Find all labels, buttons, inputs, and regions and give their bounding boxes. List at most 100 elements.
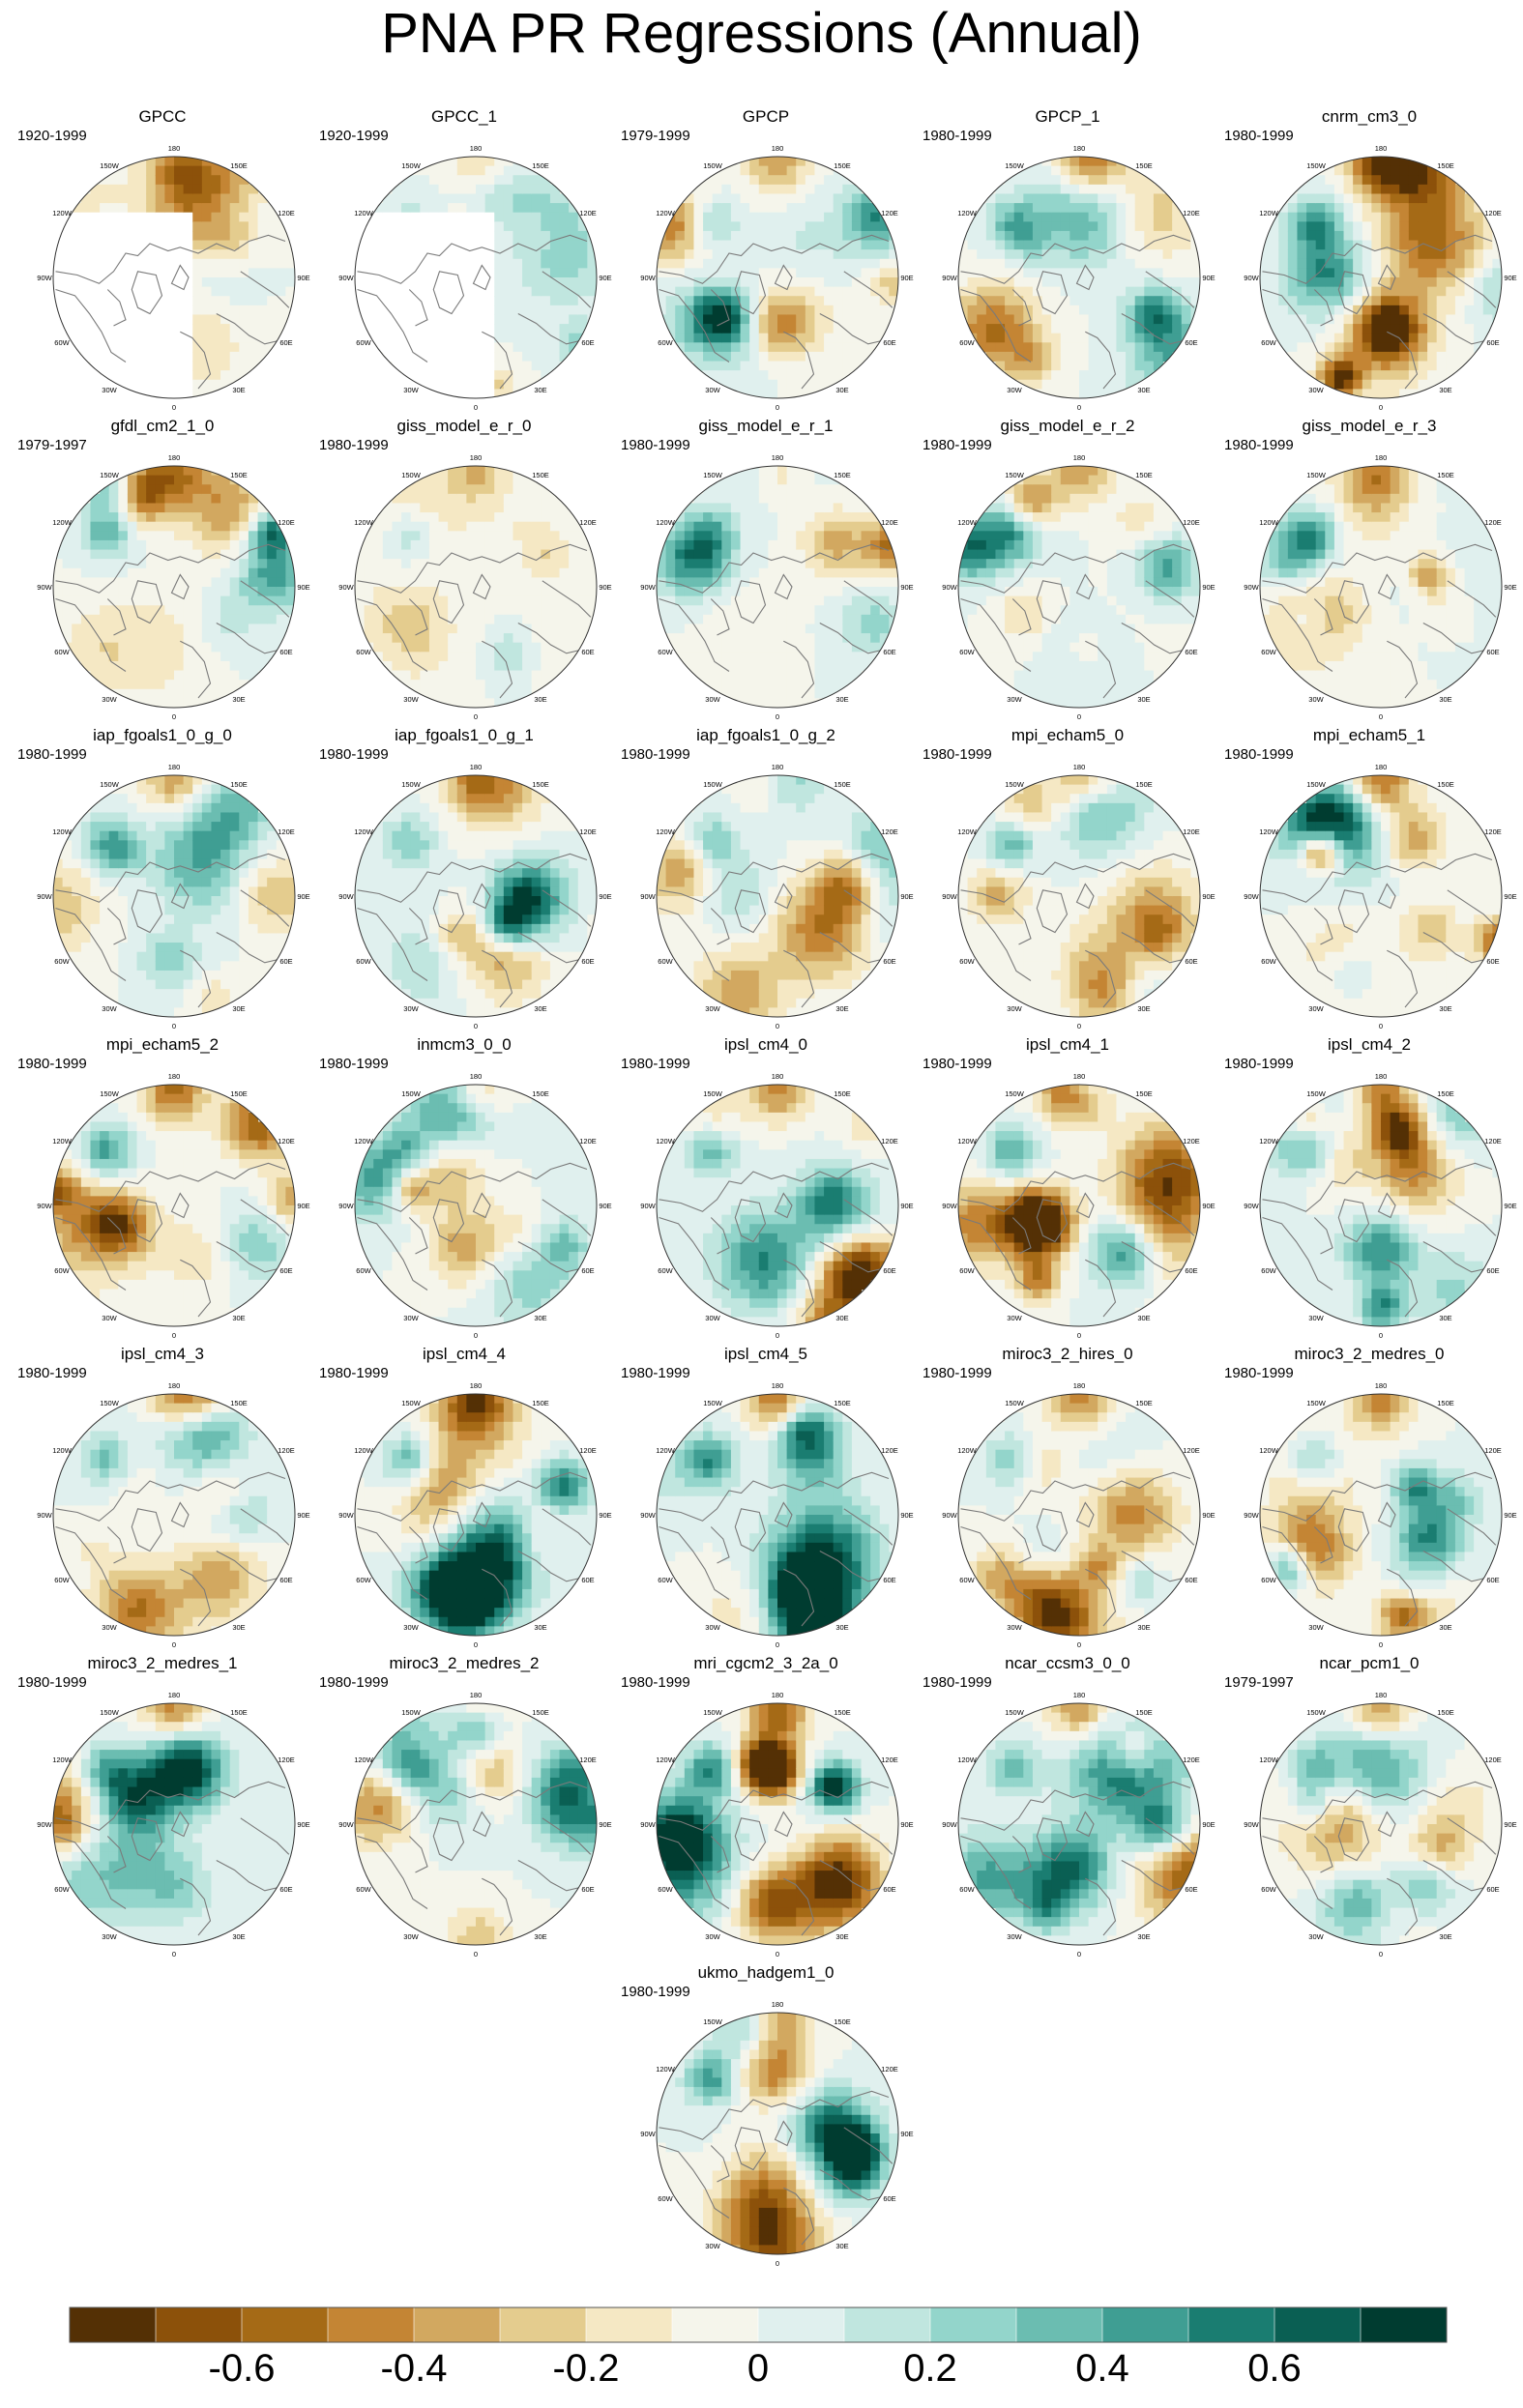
longitude-label: 90E: [900, 1511, 913, 1520]
longitude-label: 30W: [705, 1004, 720, 1013]
longitude-label: 90W: [1244, 1202, 1259, 1210]
longitude-label: 120W: [52, 1446, 73, 1455]
longitude-label: 30E: [534, 1623, 546, 1632]
longitude-label: 0: [1379, 1022, 1383, 1030]
panel-title: mpi_echam5_0: [1010, 726, 1125, 744]
longitude-label: 150W: [401, 161, 422, 170]
longitude-label: 60E: [1185, 1576, 1197, 1584]
longitude-label: 150E: [532, 1708, 549, 1717]
longitude-label: 0: [1077, 1022, 1081, 1030]
longitude-label: 30E: [232, 1932, 245, 1941]
longitude-label: 30W: [102, 386, 117, 394]
longitude-label: 120E: [1183, 1755, 1200, 1764]
longitude-label: 120W: [1259, 209, 1279, 218]
longitude-label: 120E: [1183, 209, 1200, 218]
longitude-label: 120W: [52, 209, 73, 218]
panel-years: 1980-1999: [319, 746, 389, 763]
colorbar-swatch: [241, 2306, 329, 2343]
panel-years: 1980-1999: [319, 1674, 389, 1691]
longitude-label: 30E: [232, 386, 245, 394]
longitude-label: 0: [1379, 403, 1383, 412]
map-panel-mpi_echam5_0: 180 150E 120E 90E 60E 30E 0 30W 60W 90W 120W 150W mp…: [923, 725, 1215, 1034]
longitude-label: 90W: [37, 1511, 52, 1520]
polar-map: 180 150E 120E 90E 60E 30E 0 30W 60W 90W 120W 150W: [640, 2000, 913, 2268]
longitude-label: 90W: [338, 274, 354, 282]
longitude-label: 60W: [356, 648, 371, 656]
longitude-label: 60E: [1486, 1885, 1499, 1894]
map-panel-miroc3_2_medres_1: 180 150E 120E 90E 60E 30E 0 30W 60W 90W 120W 150W mi…: [17, 1653, 310, 1962]
polar-map: 180 150E 120E 90E 60E 30E 0 30W 60W 90W 120W 150W: [640, 1691, 913, 1958]
longitude-label: 60E: [1486, 1576, 1499, 1584]
longitude-label: 180: [1375, 144, 1388, 153]
longitude-label: 180: [1073, 144, 1086, 153]
colorbar: [69, 2306, 1448, 2343]
longitude-label: 90E: [599, 1511, 611, 1520]
figure-title: PNA PR Regressions (Annual): [381, 2, 1142, 65]
panel-title: iap_fgoals1_0_g_2: [696, 726, 835, 744]
longitude-label: 120W: [656, 827, 676, 836]
longitude-label: 30E: [1439, 1932, 1451, 1941]
longitude-label: 30W: [403, 695, 419, 704]
longitude-label: 60W: [658, 648, 673, 656]
longitude-label: 150W: [1005, 1399, 1025, 1407]
longitude-label: 0: [474, 712, 478, 721]
longitude-label: 90W: [942, 1820, 957, 1829]
map-panel-GPCC: 180 150E 120E 90E 60E 30E 0 30W 60W 90W 120W 150W GP…: [17, 106, 310, 416]
longitude-label: 90E: [297, 1202, 309, 1210]
longitude-label: 90W: [1244, 1820, 1259, 1829]
longitude-label: 60W: [959, 1885, 975, 1894]
colorbar-tick-label: -0.2: [552, 2347, 620, 2390]
longitude-label: 150E: [1437, 1399, 1454, 1407]
longitude-label: 0: [172, 712, 176, 721]
map-panel-GPCP: 180 150E 120E 90E 60E 30E 0 30W 60W 90W 120W 150W GP…: [621, 106, 914, 416]
longitude-label: 120E: [881, 1137, 898, 1146]
longitude-label: 180: [1073, 453, 1086, 462]
map-panel-inmcm3_0_0: 180 150E 120E 90E 60E 30E 0 30W 60W 90W 120W 150W in…: [319, 1034, 612, 1344]
longitude-label: 90E: [599, 892, 611, 901]
longitude-label: 120E: [881, 2065, 898, 2074]
longitude-label: 30W: [1007, 1004, 1022, 1013]
longitude-label: 180: [168, 763, 181, 771]
longitude-label: 30E: [1439, 1314, 1451, 1322]
longitude-label: 60W: [54, 1266, 70, 1275]
longitude-label: 150W: [1005, 1089, 1025, 1098]
longitude-label: 0: [474, 1022, 478, 1030]
longitude-label: 150E: [1135, 1399, 1153, 1407]
longitude-label: 30W: [1308, 1932, 1324, 1941]
longitude-label: 0: [474, 403, 478, 412]
longitude-label: 60W: [959, 957, 975, 966]
longitude-label: 30E: [232, 1004, 245, 1013]
longitude-label: 90E: [900, 274, 913, 282]
panel-title: ipsl_cm4_4: [423, 1345, 506, 1363]
polar-map: 180 150E 120E 90E 60E 30E 0 30W 60W 90W 120W 150W: [1244, 1691, 1516, 1958]
longitude-label: 120W: [656, 518, 676, 527]
longitude-label: 90E: [599, 1820, 611, 1829]
panel-title: ncar_pcm1_0: [1319, 1654, 1420, 1672]
longitude-label: 90W: [1244, 892, 1259, 901]
longitude-label: 120E: [278, 1755, 295, 1764]
polar-map: 180 150E 120E 90E 60E 30E 0 30W 60W 90W 120W 150W: [1244, 144, 1516, 412]
longitude-label: 60W: [54, 648, 70, 656]
polar-map: 180 150E 120E 90E 60E 30E 0 30W 60W 90W 120W 150W: [338, 453, 611, 721]
colorbar-swatch: [1015, 2306, 1103, 2343]
map-panel-miroc3_2_hires_0: 180 150E 120E 90E 60E 30E 0 30W 60W 90W 120W 150W mi…: [923, 1344, 1215, 1653]
longitude-label: 150E: [834, 161, 851, 170]
colorbar-swatch: [585, 2306, 673, 2343]
longitude-label: 30E: [835, 1623, 848, 1632]
polar-map: 180 150E 120E 90E 60E 30E 0 30W 60W 90W 120W 150W: [942, 763, 1215, 1030]
longitude-label: 60W: [959, 338, 975, 347]
longitude-label: 0: [1077, 712, 1081, 721]
longitude-label: 30E: [1439, 1623, 1451, 1632]
panel-title: ipsl_cm4_5: [724, 1345, 807, 1363]
longitude-label: 90E: [900, 2130, 913, 2138]
longitude-label: 180: [168, 1072, 181, 1081]
longitude-label: 150E: [1135, 161, 1153, 170]
polar-map: 180 150E 120E 90E 60E 30E 0 30W 60W 90W 120W 150W: [37, 1072, 309, 1340]
longitude-label: 150W: [703, 780, 723, 789]
longitude-label: 150W: [100, 471, 120, 479]
longitude-label: 150W: [100, 161, 120, 170]
longitude-label: 150W: [1306, 471, 1327, 479]
longitude-label: 30E: [835, 386, 848, 394]
longitude-label: 120E: [278, 1446, 295, 1455]
polar-map: 180 150E 120E 90E 60E 30E 0 30W 60W 90W 120W 150W: [338, 144, 611, 412]
